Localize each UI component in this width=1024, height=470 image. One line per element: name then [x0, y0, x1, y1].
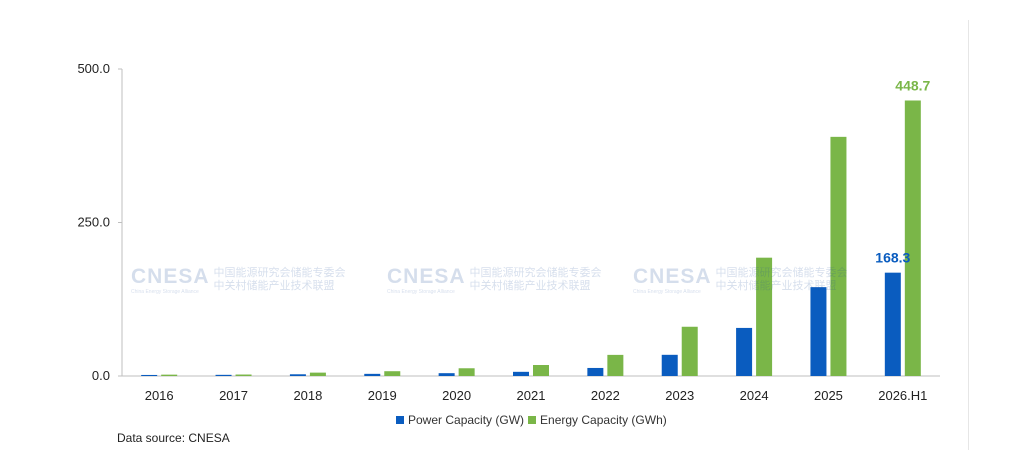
power-bar-2017 — [215, 374, 232, 376]
legend-swatch-power — [396, 416, 404, 424]
power-bar-2019 — [364, 373, 381, 376]
x-tick-label: 2026.H1 — [878, 388, 927, 403]
power-bar-2016 — [141, 374, 158, 376]
energy-bar-2026.H1 — [904, 100, 921, 376]
energy-bar-2025 — [830, 136, 847, 376]
legend-label-power: Power Capacity (GW) — [408, 413, 525, 427]
x-tick-label: 2022 — [591, 388, 620, 403]
chart-legend: Power Capacity (GW) Energy Capacity (GWh… — [396, 413, 671, 427]
energy-bar-2023 — [681, 326, 698, 376]
x-tick-label: 2020 — [442, 388, 471, 403]
power-bar-2018 — [289, 374, 306, 376]
energy-bar-2024 — [756, 257, 773, 376]
x-tick-label: 2021 — [517, 388, 546, 403]
y-tick-label: 500.0 — [77, 61, 110, 76]
x-tick-label: 2018 — [293, 388, 322, 403]
energy-bar-2016 — [161, 374, 178, 376]
x-tick-label: 2024 — [740, 388, 769, 403]
bar-chart: 0.0 250.0 500.0 2016 2017 2018 2019 2020 2021 202… — [77, 61, 940, 403]
x-tick-label: 2019 — [368, 388, 397, 403]
legend-item-energy: Energy Capacity (GWh) — [528, 413, 667, 427]
x-tick-label: 2023 — [665, 388, 694, 403]
x-tick-label: 2025 — [814, 388, 843, 403]
y-tick-label: 0.0 — [92, 368, 110, 383]
page-divider — [968, 20, 969, 450]
data-label: 448.7 — [895, 77, 930, 93]
power-bar-2025 — [810, 287, 827, 376]
energy-bar-2020 — [458, 368, 475, 376]
legend-item-power: Power Capacity (GW) — [396, 413, 524, 427]
legend-label-energy: Energy Capacity (GWh) — [540, 413, 667, 427]
power-bar-2024 — [736, 327, 753, 376]
legend-swatch-energy — [528, 416, 537, 424]
y-tick-label: 250.0 — [77, 215, 110, 230]
energy-bar-2019 — [384, 371, 401, 376]
power-bar-2023 — [661, 354, 678, 376]
energy-bar-2017 — [235, 374, 252, 376]
energy-bar-2021 — [533, 365, 549, 376]
power-bar-2020 — [438, 373, 455, 376]
power-bar-2026.H1 — [884, 272, 901, 376]
power-bar-2021 — [513, 371, 529, 376]
energy-bar-2018 — [309, 372, 326, 376]
data-source-note: Data source: CNESA — [117, 431, 230, 445]
power-bar-2022 — [587, 367, 604, 376]
data-label: 168.3 — [875, 250, 910, 266]
energy-bar-2022 — [607, 354, 624, 376]
x-tick-label: 2017 — [219, 388, 248, 403]
x-tick-label: 2016 — [145, 388, 174, 403]
